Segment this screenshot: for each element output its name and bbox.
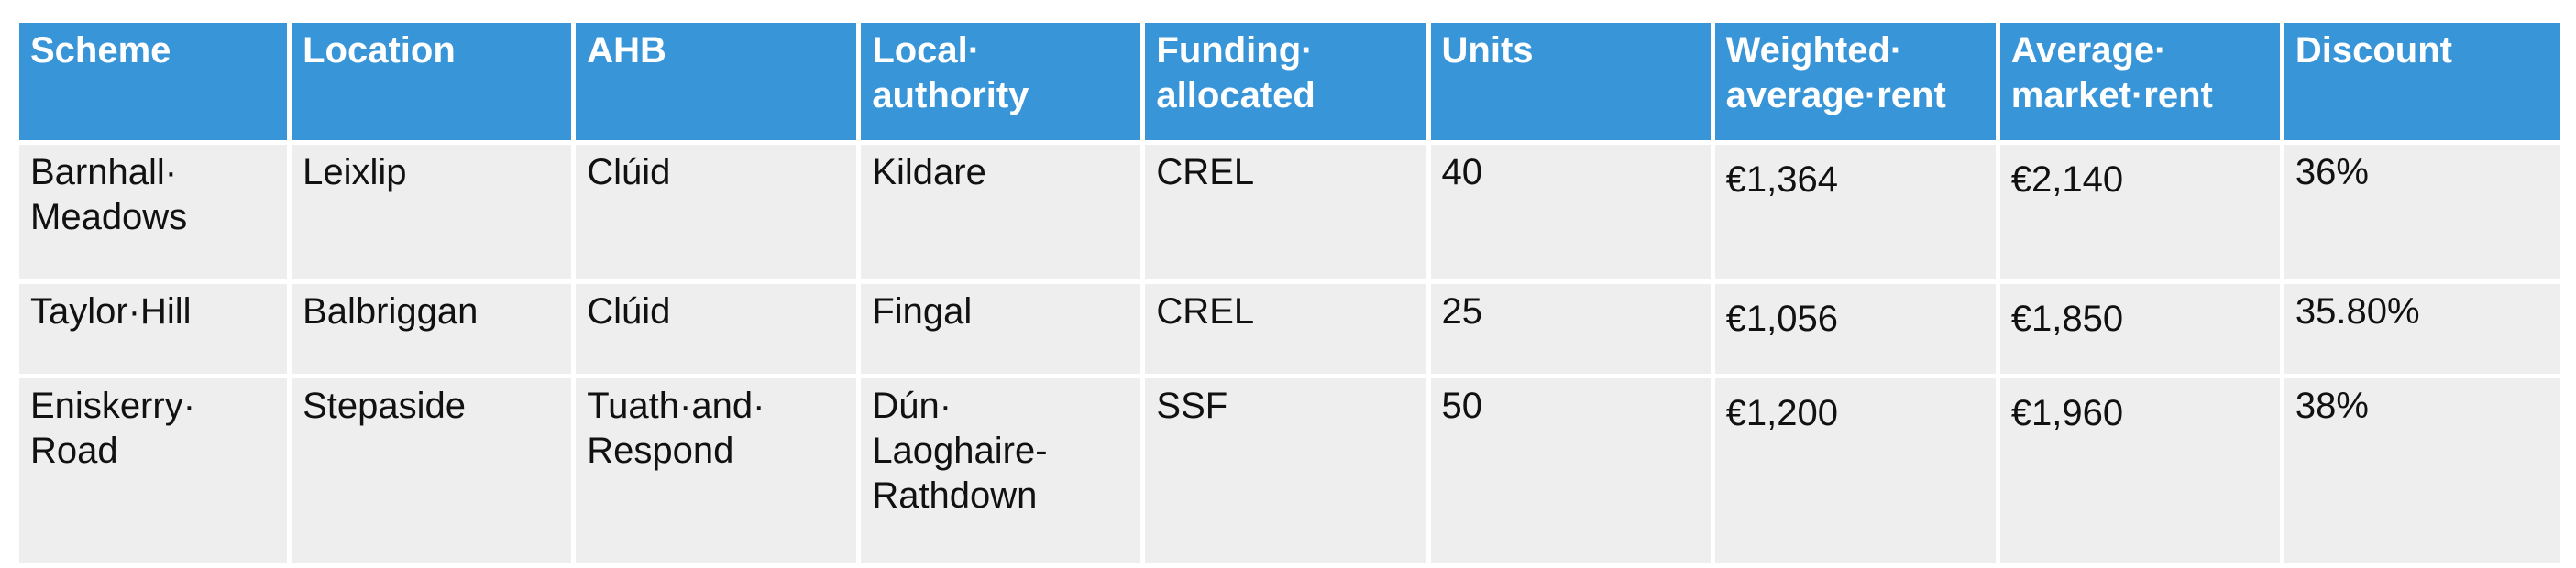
table-cell: Kildare — [856, 140, 1146, 284]
table-cell: CREL — [1140, 279, 1431, 378]
table-cell: 25 — [1426, 279, 1715, 378]
table-cell: 36% — [2279, 140, 2566, 284]
table-cell: €1,200 — [1710, 374, 2000, 568]
table-cell: SSF — [1140, 374, 1431, 568]
column-header: Units — [1426, 18, 1715, 145]
table-cell: Clúid — [571, 140, 862, 284]
table-cell: 38% — [2279, 374, 2566, 568]
table-cell: 35.80% — [2279, 279, 2566, 378]
column-header: AHB — [571, 18, 862, 145]
column-header: Discount — [2279, 18, 2566, 145]
column-header: Average· market·rent — [1995, 18, 2284, 145]
table-row: Barnhall· Meadows Leixlip Clúid Kildare CREL… — [14, 140, 2566, 284]
table-cell: Dún· Laoghaire-Rathdown — [856, 374, 1146, 568]
column-header: Location — [287, 18, 577, 145]
table-cell: Balbriggan — [287, 279, 577, 378]
funding-table: Scheme Location AHB Local· authority Funding… — [14, 18, 2566, 568]
table-cell: Fingal — [856, 279, 1146, 378]
table-body: Barnhall· Meadows Leixlip Clúid Kildare CREL… — [14, 140, 2566, 568]
table-cell: €1,960 — [1995, 374, 2284, 568]
table-cell: Taylor·Hill — [14, 279, 292, 378]
header-row: Scheme Location AHB Local· authority Funding… — [14, 18, 2566, 145]
column-header: Local· authority — [856, 18, 1146, 145]
table-cell: Clúid — [571, 279, 862, 378]
column-header: Weighted· average·rent — [1710, 18, 2000, 145]
table-cell: 50 — [1426, 374, 1715, 568]
table-row: Eniskerry· Road Stepaside Tuath·and· Respo… — [14, 374, 2566, 568]
table-cell: Eniskerry· Road — [14, 374, 292, 568]
table-cell: Barnhall· Meadows — [14, 140, 292, 284]
column-header: Funding· allocated — [1140, 18, 1431, 145]
table-cell: Stepaside — [287, 374, 577, 568]
table-cell: €2,140 — [1995, 140, 2284, 284]
table-cell: Leixlip — [287, 140, 577, 284]
table-cell: 40 — [1426, 140, 1715, 284]
column-header: Scheme — [14, 18, 292, 145]
page: Scheme Location AHB Local· authority Funding… — [14, 18, 2566, 568]
table-row: Taylor·Hill Balbriggan Clúid Fingal CREL 25 €1… — [14, 279, 2566, 378]
table-cell: €1,364 — [1710, 140, 2000, 284]
table-cell: CREL — [1140, 140, 1431, 284]
table-cell: €1,056 — [1710, 279, 2000, 378]
table-cell: Tuath·and· Respond — [571, 374, 862, 568]
table-cell: €1,850 — [1995, 279, 2284, 378]
